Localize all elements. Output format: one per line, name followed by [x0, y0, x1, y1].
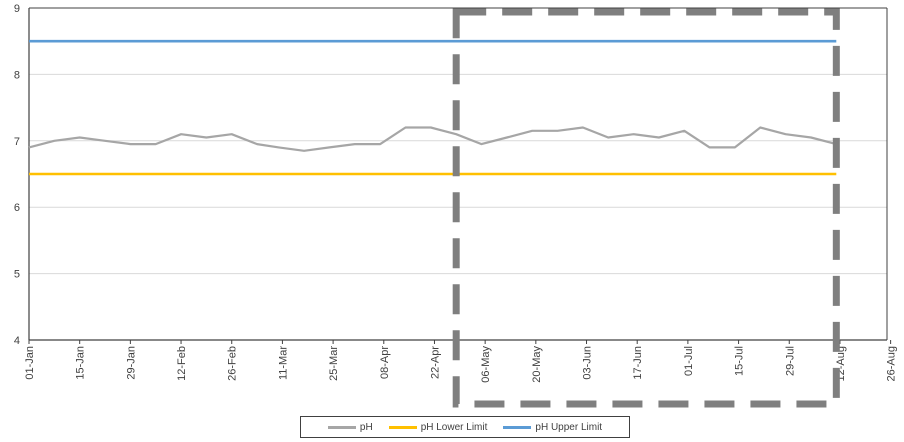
x-tick-label: 12-Feb [176, 346, 188, 381]
series-lines [28, 39, 837, 176]
x-tick-label: 15-Jan [75, 346, 87, 380]
legend-item: pH Lower Limit [388, 421, 488, 433]
x-tick-label: 25-Mar [328, 346, 340, 381]
legend-item: pH [327, 421, 373, 433]
x-axis: 01-Jan 15-Jan 29-Jan 12-Feb 26-Feb 11-Mar 25-M… [24, 339, 898, 383]
y-tick-label: 5 [14, 269, 20, 281]
x-tick-label: 15-Jul [734, 346, 746, 376]
legend-label: pH [359, 421, 373, 433]
dashed-highlight-box [452, 8, 840, 408]
x-tick-label: 20-May [531, 346, 543, 383]
legend-label: pH Upper Limit [535, 421, 603, 433]
legend-swatch [327, 425, 356, 429]
legend-swatch [388, 425, 417, 429]
x-tick-label: 29-Jul [784, 346, 796, 376]
legend-label: pH Lower Limit [420, 421, 488, 433]
x-tick-label: 26-Aug [886, 346, 898, 381]
y-tick-label: 4 [14, 335, 20, 347]
x-tick-label: 26-Feb [227, 346, 239, 381]
y-tick-label: 9 [14, 3, 20, 15]
x-tick-label: 22-Apr [429, 346, 441, 379]
x-tick-label: 11-Mar [277, 346, 289, 380]
x-tick-label: 06-May [480, 346, 492, 383]
x-tick-label: 03-Jun [582, 346, 594, 380]
x-tick-label: 01-Jan [24, 346, 36, 380]
ph-line [28, 126, 837, 152]
x-tick-label: 29-Jan [125, 346, 137, 380]
legend-item: pH Upper Limit [503, 422, 602, 433]
x-tick-label: 01-Jul [683, 346, 695, 376]
legend-swatch [503, 425, 532, 429]
x-tick-label: 17-Jun [632, 346, 644, 380]
x-tick-label: 08-Apr [379, 346, 391, 379]
highlight-dashed-rectangle [452, 8, 840, 408]
y-tick-label: 8 [14, 69, 20, 81]
legend: pH pH Lower Limit pH Upper Limit [300, 416, 630, 438]
y-tick-label: 7 [14, 136, 20, 148]
y-tick-label: 6 [14, 202, 20, 214]
